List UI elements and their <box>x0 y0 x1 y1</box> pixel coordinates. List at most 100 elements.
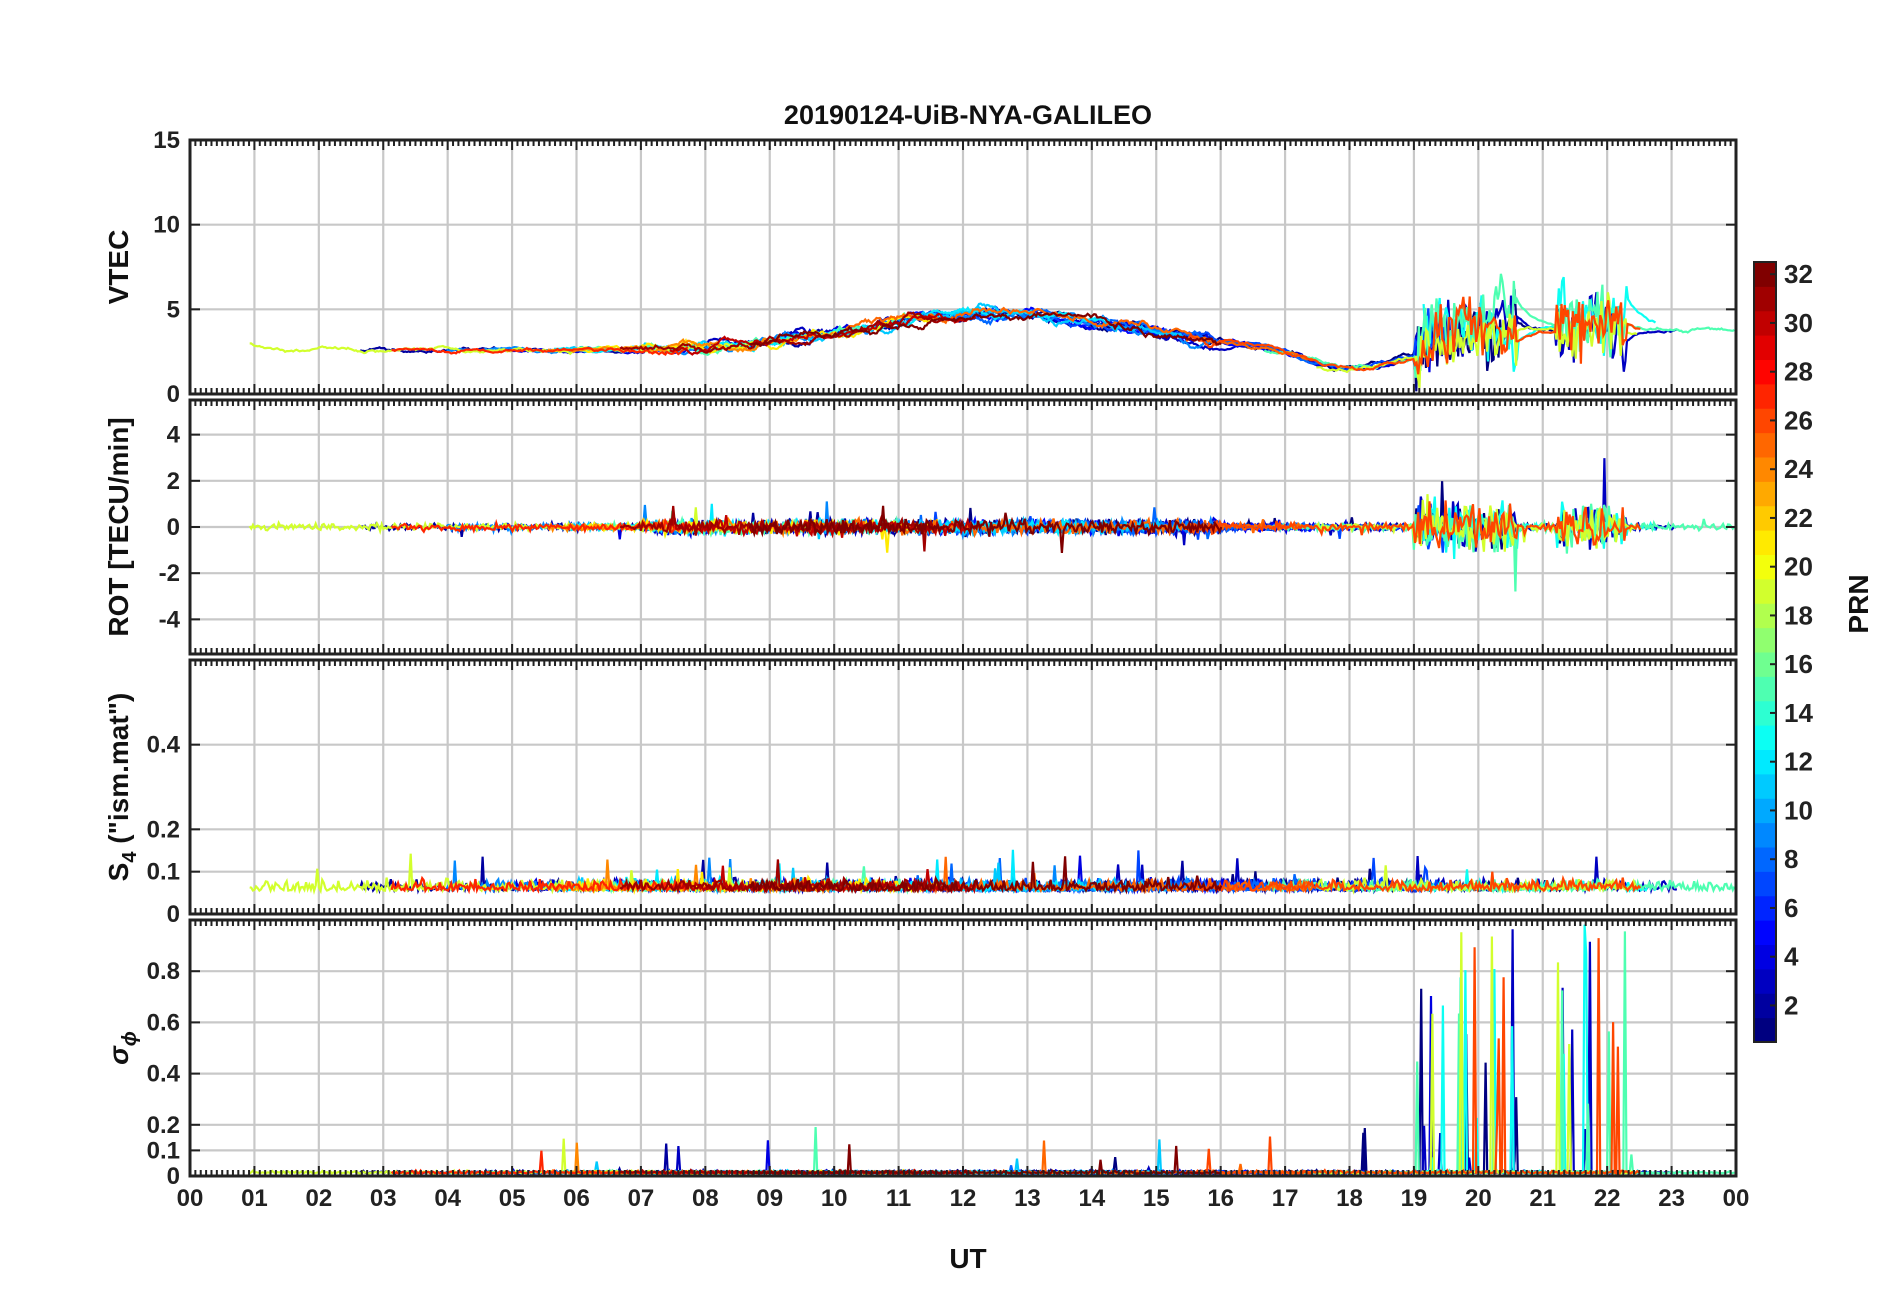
colorbar-tick-label: 2 <box>1784 990 1798 1020</box>
x-tick-label: 13 <box>1014 1185 1041 1212</box>
colorbar-block <box>1754 652 1776 677</box>
colorbar-block <box>1754 603 1776 629</box>
colorbar-block <box>1754 530 1776 555</box>
colorbar-block <box>1754 408 1776 434</box>
y-tick-label: 0.2 <box>147 816 180 843</box>
x-tick-label: 16 <box>1207 1185 1234 1212</box>
x-tick-label: 01 <box>241 1185 268 1212</box>
x-tick-label: 22 <box>1594 1185 1621 1212</box>
y-tick-label: 5 <box>167 296 180 323</box>
colorbar-block <box>1754 944 1776 970</box>
colorbar-block <box>1754 822 1776 848</box>
y-tick-label: 0 <box>167 901 180 928</box>
y-axis-label-rot: ROT [TECU/min] <box>103 417 134 636</box>
y-tick-label: 0 <box>167 1163 180 1190</box>
x-tick-label: 14 <box>1078 1185 1105 1212</box>
panel-s4: 0 0.1 0.2 0.4S4 ("ism.mat") <box>103 658 1738 928</box>
y-tick-label: -2 <box>159 560 180 587</box>
y-tick-label: 0.4 <box>147 1061 181 1088</box>
x-tick-label: 06 <box>563 1185 590 1212</box>
x-tick-labels: 00 01 02 03 04 05 06 07 08 09 10 11 12 13 14 15 16 17 18 19… <box>177 1185 1750 1212</box>
y-tick-label: 0.1 <box>147 1137 180 1164</box>
panel-rot: -4 -2 0 2 4 ROT [TECU/min] <box>103 398 1738 656</box>
colorbar-block <box>1754 578 1776 604</box>
series-line-prn-31 <box>619 311 946 354</box>
colorbar-tick-label: 22 <box>1784 503 1813 533</box>
colorbar-tick-label: 32 <box>1784 259 1813 289</box>
series-line-prn-15 <box>1263 503 1736 592</box>
colorbar-frame <box>1753 261 1777 1043</box>
x-tick-label: 02 <box>305 1185 332 1212</box>
colorbar-tick-label: 20 <box>1784 552 1813 582</box>
colorbar-block <box>1754 627 1776 653</box>
colorbar-block <box>1754 920 1776 945</box>
x-tick-label: 17 <box>1272 1185 1299 1212</box>
series-line-prn-32 <box>749 856 1223 895</box>
x-tick-label: 00 <box>1723 1185 1750 1212</box>
x-tick-label: 10 <box>821 1185 848 1212</box>
y-axis-label-vtec: VTEC <box>103 230 134 305</box>
y-tick-label: 0.2 <box>147 1112 180 1139</box>
colorbar-block <box>1754 871 1776 897</box>
colorbar-block <box>1754 700 1776 726</box>
series-line-prn-27 <box>390 875 689 895</box>
colorbar-tick-label: 10 <box>1784 795 1813 825</box>
series-group <box>249 849 1736 896</box>
colorbar-block <box>1754 432 1776 458</box>
colorbar-tick-label: 14 <box>1784 698 1813 728</box>
x-tick-label: 07 <box>628 1185 655 1212</box>
colorbar-block <box>1754 310 1776 336</box>
x-tick-label: 12 <box>950 1185 977 1212</box>
colorbar-tick-label: 4 <box>1784 942 1799 972</box>
colorbar-block <box>1754 457 1776 482</box>
x-tick-label: 20 <box>1465 1185 1492 1212</box>
colorbar-block <box>1754 847 1776 872</box>
x-tick-label: 19 <box>1401 1185 1428 1212</box>
y-tick-label: 4 <box>167 422 181 449</box>
series-line-prn-26 <box>1185 871 1642 895</box>
colorbar-block <box>1754 335 1776 360</box>
chart-title: 20190124-UiB-NYA-GALILEO <box>784 100 1152 130</box>
panel-sigphi: 00.10.2 0.4 0.6 0.8 σϕ <box>103 918 1738 1190</box>
colorbar-label: PRN <box>1843 574 1874 633</box>
colorbar-block <box>1754 725 1776 750</box>
colorbar-block <box>1754 262 1776 287</box>
panel-vtec: 0 5 10 15 VTEC <box>103 127 1738 408</box>
x-tick-label: 23 <box>1658 1185 1685 1212</box>
series-line-prn-27 <box>391 346 689 356</box>
x-tick-label: 18 <box>1336 1185 1363 1212</box>
x-axis-label: UT <box>949 1243 986 1274</box>
colorbar-blocks <box>1754 262 1776 1043</box>
x-tick-label: 04 <box>434 1185 461 1212</box>
x-tick-label: 11 <box>886 1185 911 1212</box>
colorbar-tick-label: 12 <box>1784 747 1813 777</box>
colorbar-tick-label: 18 <box>1784 600 1813 630</box>
y-axis-label-s4: S4 ("ism.mat") <box>103 693 141 882</box>
y-tick-label: 2 <box>167 468 180 495</box>
x-tick-label: 21 <box>1529 1185 1556 1212</box>
colorbar-block <box>1754 505 1776 531</box>
series-line-prn-32 <box>749 311 1222 348</box>
colorbar-block <box>1754 1017 1776 1043</box>
colorbar-tick-label: 30 <box>1784 308 1813 338</box>
series-group <box>248 458 1736 592</box>
colorbar-block <box>1754 968 1776 994</box>
colorbar-block <box>1754 481 1776 507</box>
x-tick-label: 08 <box>692 1185 719 1212</box>
colorbar-block <box>1754 554 1776 580</box>
y-tick-label: -4 <box>159 606 181 633</box>
series-line-prn-26 <box>1185 500 1642 549</box>
colorbar-tick-label: 26 <box>1784 405 1813 435</box>
y-tick-label: 0.1 <box>147 859 180 886</box>
series-line-prn-11 <box>944 302 1183 338</box>
y-tick-label: 0 <box>167 381 180 408</box>
colorbar-block <box>1754 993 1776 1019</box>
colorbar-block <box>1754 895 1776 921</box>
colorbar-block <box>1754 798 1776 824</box>
y-axis-label-sigphi: σϕ <box>103 1031 141 1065</box>
y-tick-label: 0.8 <box>147 958 180 985</box>
colorbar-block <box>1754 676 1776 702</box>
